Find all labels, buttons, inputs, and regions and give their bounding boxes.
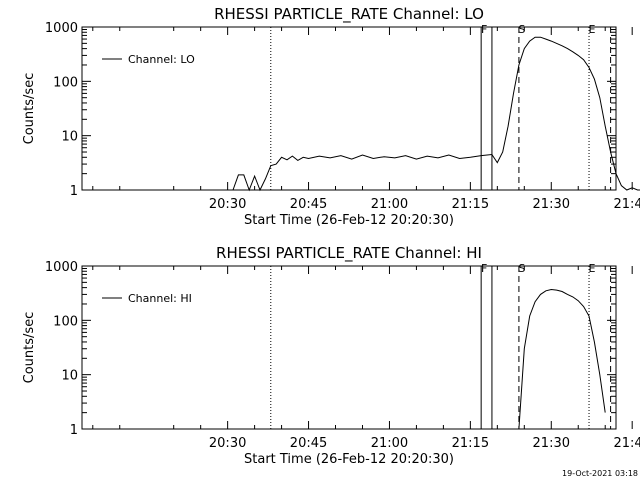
legend-label: Channel: HI	[128, 292, 192, 305]
x-tick-label: 21:00	[371, 197, 408, 212]
y-tick-label: 1000	[45, 21, 78, 36]
chart-title: RHESSI PARTICLE_RATE Channel: HI	[216, 244, 482, 263]
timestamp: 19-Oct-2021 03:18	[562, 469, 638, 478]
y-axis-label: Counts/sec	[22, 73, 37, 145]
y-tick-label: 1	[70, 423, 78, 438]
marker-label: S	[518, 262, 525, 275]
legend-label: Channel: LO	[128, 53, 195, 66]
x-tick-label: 20:30	[209, 436, 246, 451]
marker-label: S	[518, 23, 525, 36]
plot-frame	[81, 265, 617, 430]
x-tick-label: 20:30	[209, 197, 246, 212]
marker-label: E	[589, 23, 596, 36]
y-tick-label: 10	[61, 369, 78, 384]
x-tick-label: 21:45	[613, 197, 640, 212]
y-tick-label: 1	[70, 184, 78, 199]
x-tick-label: 20:45	[290, 197, 327, 212]
chart-panel-1: RHESSI PARTICLE_RATE Channel: HI 1 10 100 10…	[22, 244, 640, 467]
chart-title: RHESSI PARTICLE_RATE Channel: LO	[214, 5, 484, 24]
y-tick-label: 100	[53, 75, 78, 90]
y-tick-label: 100	[53, 314, 78, 329]
x-tick-label: 20:45	[290, 436, 327, 451]
x-tick-label: 21:45	[613, 436, 640, 451]
series-line	[232, 36, 640, 192]
x-tick-label: 21:30	[533, 197, 570, 212]
x-axis-label: Start Time (26-Feb-12 20:20:30)	[244, 452, 454, 467]
chart-panel-0: RHESSI PARTICLE_RATE Channel: LO 1 10 100 10…	[22, 5, 640, 228]
x-axis-label: Start Time (26-Feb-12 20:20:30)	[244, 213, 454, 228]
x-tick-label: 21:15	[452, 197, 489, 212]
y-tick-label: 10	[61, 130, 78, 145]
marker-label: F	[481, 262, 487, 275]
x-tick-label: 21:00	[371, 436, 408, 451]
x-tick-label: 21:15	[452, 436, 489, 451]
plot-frame	[81, 26, 617, 191]
x-tick-label: 21:30	[533, 436, 570, 451]
marker-label: E	[589, 262, 596, 275]
marker-label: F	[481, 23, 487, 36]
series-line	[518, 288, 606, 430]
y-tick-label: 1000	[45, 260, 78, 275]
y-axis-label: Counts/sec	[22, 312, 37, 384]
